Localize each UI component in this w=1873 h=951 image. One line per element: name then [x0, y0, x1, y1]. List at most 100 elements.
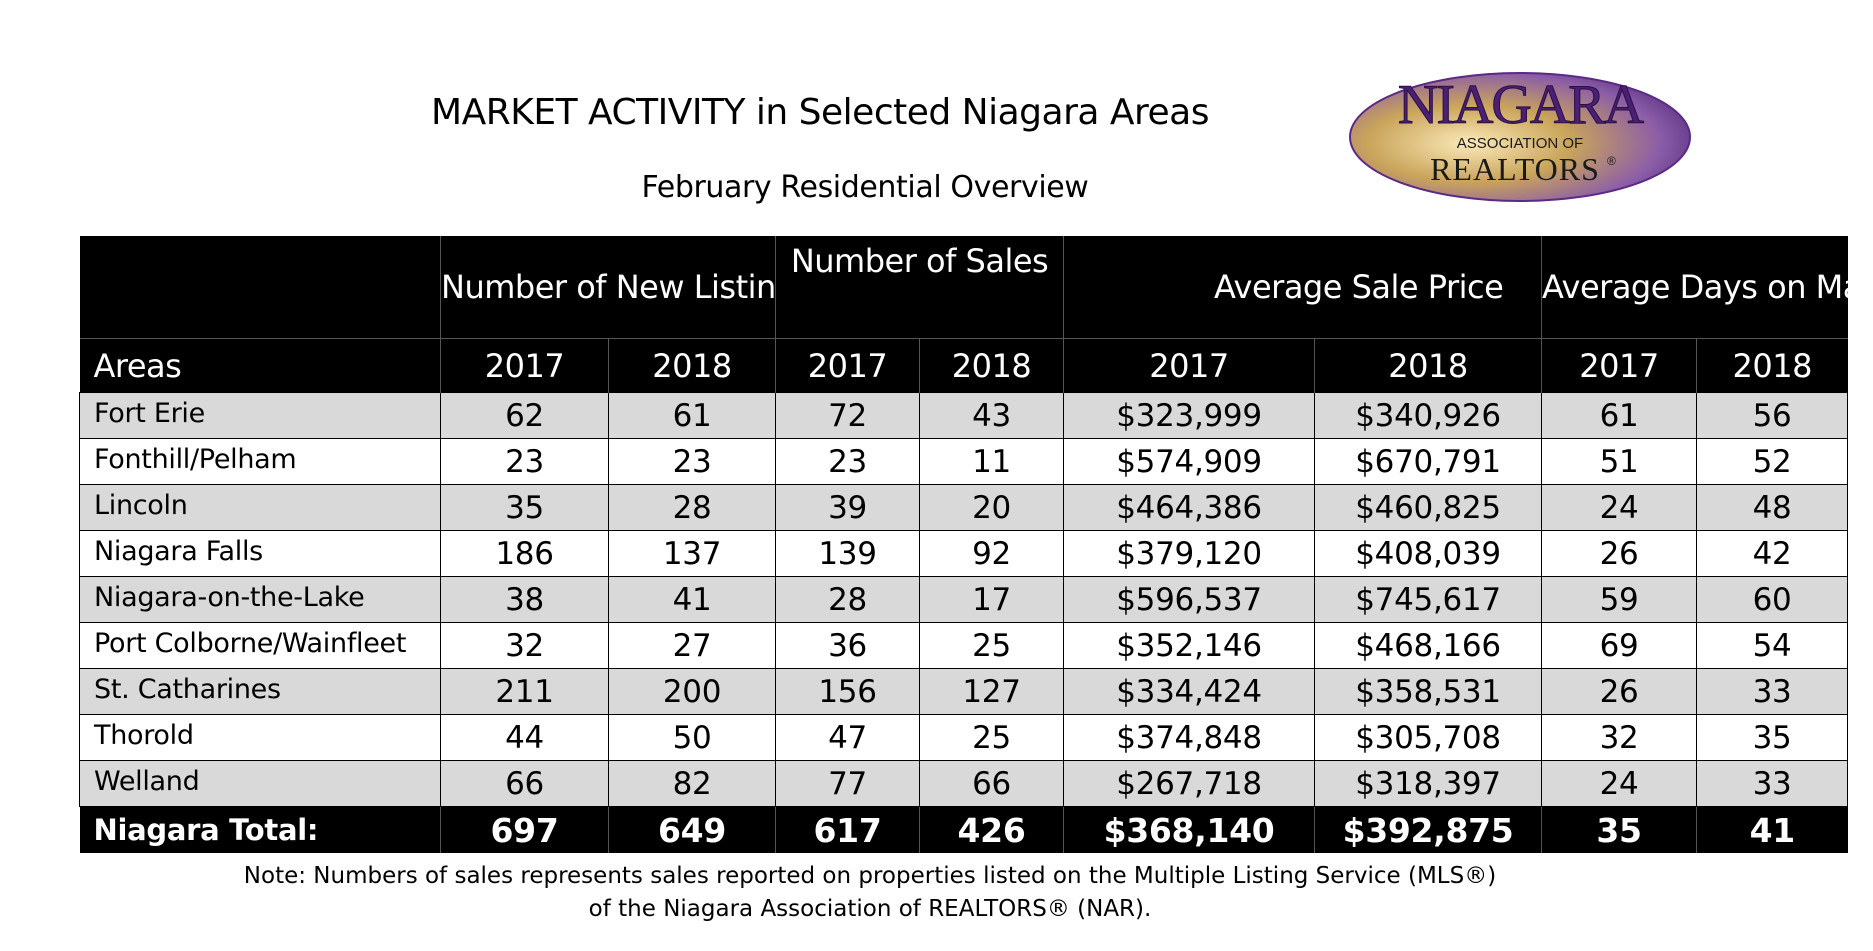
- cell-value: 50: [607, 714, 777, 761]
- cell-value: $358,531: [1314, 668, 1543, 715]
- cell-value: 36: [775, 622, 921, 669]
- cell-value: $408,039: [1314, 530, 1543, 577]
- footnote-line-2: of the Niagara Association of REALTORS® …: [588, 896, 1152, 922]
- header-blank: [79, 236, 441, 339]
- total-value: 649: [607, 806, 776, 853]
- cell-value: 41: [607, 576, 777, 623]
- cell-value: $670,791: [1314, 438, 1543, 485]
- header-year: 2017: [1063, 338, 1315, 393]
- area-name: Welland: [79, 760, 441, 807]
- cell-value: $334,424: [1063, 668, 1316, 715]
- cell-value: 137: [607, 530, 777, 577]
- cell-value: 48: [1696, 484, 1849, 531]
- cell-value: 11: [919, 438, 1065, 485]
- header-number-of-sales: Number of Sales: [775, 236, 1064, 339]
- cell-value: 23: [607, 438, 777, 485]
- total-label: Niagara Total:: [79, 806, 441, 853]
- area-name: Port Colborne/Wainfleet: [79, 622, 441, 669]
- cell-value: $374,848: [1063, 714, 1316, 761]
- total-value: 35: [1541, 806, 1697, 853]
- cell-value: 25: [919, 622, 1065, 669]
- table-row: Welland 66 82 77 66 $267,718 $318,397 24…: [79, 760, 1849, 807]
- cell-value: $574,909: [1063, 438, 1316, 485]
- area-name: Fonthill/Pelham: [79, 438, 441, 485]
- page-title: MARKET ACTIVITY in Selected Niagara Area…: [431, 92, 1209, 133]
- header-year: 2018: [1696, 338, 1848, 393]
- cell-value: 127: [919, 668, 1065, 715]
- group-header-row: Number of New Listings Number of Sales A…: [79, 236, 1848, 339]
- cell-value: 66: [919, 760, 1065, 807]
- cell-value: $340,926: [1314, 392, 1543, 439]
- total-value: 617: [775, 806, 920, 853]
- total-value: $368,140: [1063, 806, 1315, 853]
- year-header-row: Areas 2017 2018 2017 2018 2017 2018 2017…: [79, 338, 1848, 393]
- cell-value: 56: [1696, 392, 1849, 439]
- cell-value: 139: [775, 530, 921, 577]
- cell-value: 32: [1541, 714, 1698, 761]
- cell-value: 69: [1541, 622, 1698, 669]
- area-name: Lincoln: [79, 484, 441, 531]
- table-row: Fort Erie 62 61 72 43 $323,999 $340,926 …: [79, 392, 1849, 439]
- cell-value: 17: [919, 576, 1065, 623]
- cell-value: $464,386: [1063, 484, 1316, 531]
- cell-value: 62: [440, 392, 609, 439]
- cell-value: $352,146: [1063, 622, 1316, 669]
- cell-value: 51: [1541, 438, 1698, 485]
- total-value: 426: [919, 806, 1064, 853]
- cell-value: 25: [919, 714, 1065, 761]
- cell-value: $267,718: [1063, 760, 1316, 807]
- cell-value: 32: [440, 622, 609, 669]
- area-name: Fort Erie: [79, 392, 441, 439]
- cell-value: 39: [775, 484, 921, 531]
- header-average-days-on-market: Average Days on Market: [1541, 236, 1848, 339]
- area-name: St. Catharines: [79, 668, 441, 715]
- logo-text-association: ASSOCIATION OF: [1457, 135, 1583, 152]
- cell-value: 24: [1541, 484, 1698, 531]
- cell-value: $468,166: [1314, 622, 1543, 669]
- cell-value: 23: [775, 438, 921, 485]
- table-row: Niagara-on-the-Lake 38 41 28 17 $596,537…: [79, 576, 1849, 623]
- cell-value: 28: [775, 576, 921, 623]
- logo-registered-mark: ®: [1607, 154, 1616, 168]
- cell-value: $318,397: [1314, 760, 1543, 807]
- cell-value: 59: [1541, 576, 1698, 623]
- cell-value: 54: [1696, 622, 1849, 669]
- cell-value: 82: [607, 760, 777, 807]
- cell-value: 72: [775, 392, 921, 439]
- cell-value: 42: [1696, 530, 1849, 577]
- table-body: Fort Erie 62 61 72 43 $323,999 $340,926 …: [79, 392, 1849, 853]
- cell-value: $305,708: [1314, 714, 1543, 761]
- cell-value: $460,825: [1314, 484, 1543, 531]
- cell-value: 20: [919, 484, 1065, 531]
- logo-text-realtors: REALTORS: [1430, 151, 1600, 187]
- cell-value: 38: [440, 576, 609, 623]
- cell-value: 61: [607, 392, 777, 439]
- area-name: Niagara-on-the-Lake: [79, 576, 441, 623]
- page-subtitle: February Residential Overview: [641, 170, 1089, 205]
- cell-value: 24: [1541, 760, 1698, 807]
- cell-value: 211: [440, 668, 609, 715]
- total-row: Niagara Total: 697 649 617 426 $368,140 …: [79, 806, 1848, 853]
- table-row: St. Catharines 211 200 156 127 $334,424 …: [79, 668, 1849, 715]
- market-activity-table: Number of New Listings Number of Sales A…: [79, 236, 1849, 853]
- header-year: 2018: [607, 338, 776, 393]
- cell-value: 35: [440, 484, 609, 531]
- cell-value: 47: [775, 714, 921, 761]
- table-row: Port Colborne/Wainfleet 32 27 36 25 $352…: [79, 622, 1849, 669]
- table-row: Fonthill/Pelham 23 23 23 11 $574,909 $67…: [79, 438, 1849, 485]
- header-new-listings: Number of New Listings: [439, 236, 776, 339]
- footnote-line-1: Note: Numbers of sales represents sales …: [243, 863, 1497, 889]
- cell-value: $379,120: [1063, 530, 1316, 577]
- total-value: $392,875: [1314, 806, 1542, 853]
- header-year: 2017: [775, 338, 920, 393]
- total-value: 697: [440, 806, 609, 853]
- cell-value: 92: [919, 530, 1065, 577]
- cell-value: $596,537: [1063, 576, 1316, 623]
- table-row: Thorold 44 50 47 25 $374,848 $305,708 32…: [79, 714, 1849, 761]
- cell-value: 77: [775, 760, 921, 807]
- table-row: Lincoln 35 28 39 20 $464,386 $460,825 24…: [79, 484, 1849, 531]
- cell-value: 33: [1696, 668, 1849, 715]
- header-year: 2018: [919, 338, 1064, 393]
- cell-value: 61: [1541, 392, 1698, 439]
- area-name: Niagara Falls: [79, 530, 441, 577]
